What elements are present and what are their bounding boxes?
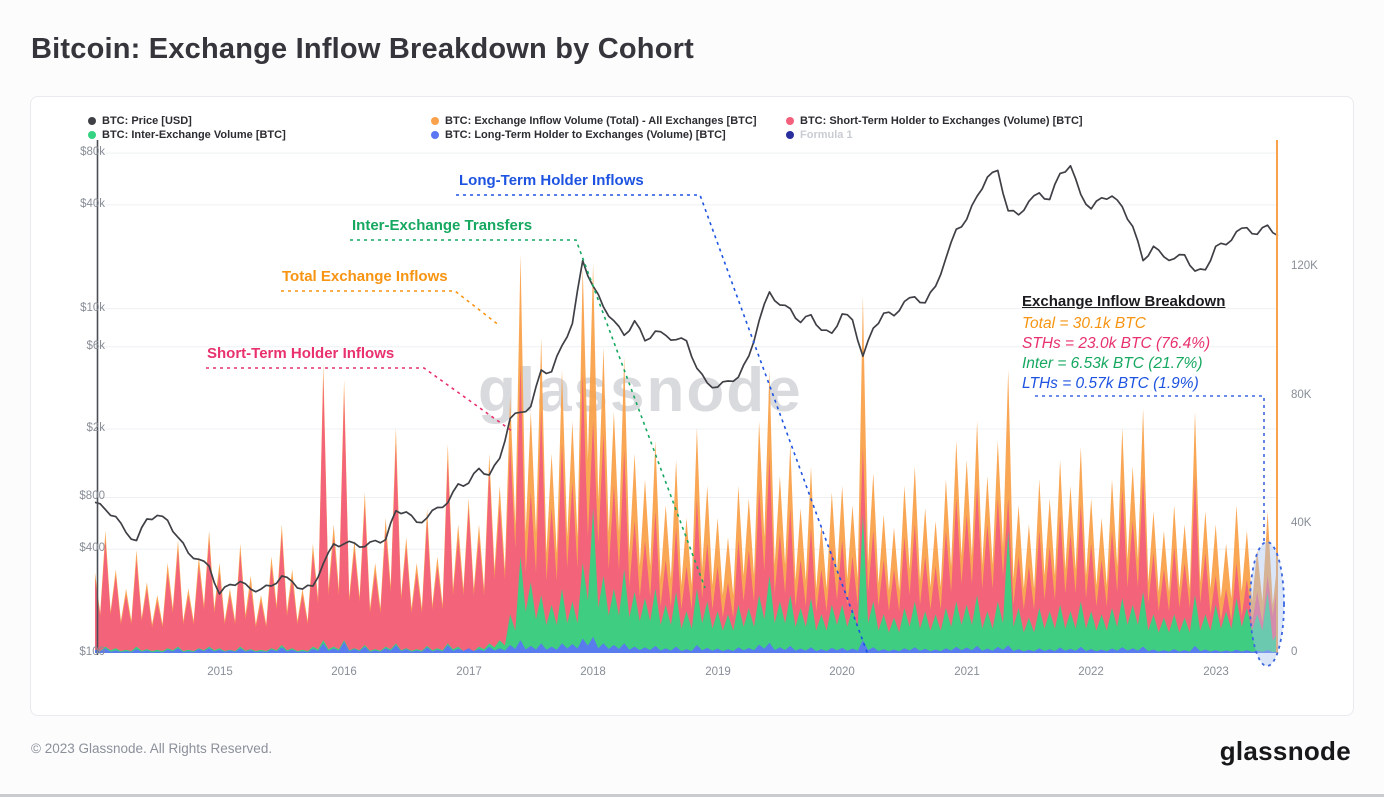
bottom-strip	[0, 794, 1384, 797]
legend-dot-inter-exchange	[88, 130, 96, 139]
y-axis-left-tick: $40k	[80, 198, 105, 210]
inter-connector	[350, 239, 706, 589]
legend-label: BTC: Price [USD]	[102, 114, 192, 127]
legend-label: BTC: Long-Term Holder to Exchanges (Volu…	[445, 128, 726, 141]
y-axis-right-tick: 120K	[1291, 260, 1318, 272]
legend-item-total-inflow[interactable]: BTC: Exchange Inflow Volume (Total) - Al…	[431, 114, 756, 127]
y-axis-left-tick: $6k	[86, 340, 105, 352]
area-inter	[95, 508, 1278, 653]
y-axis-left-tick: $100	[79, 646, 105, 658]
sth-connector	[206, 367, 513, 432]
x-axis-tick: 2021	[954, 666, 980, 678]
breakdown-sth: STHs = 23.0k BTC (76.4%)	[1022, 335, 1211, 352]
annotation-inter-exchange: Inter-Exchange Transfers	[352, 217, 533, 234]
legend-item-inter-exchange[interactable]: BTC: Inter-Exchange Volume [BTC]	[88, 128, 286, 141]
legend-label: Formula 1	[800, 128, 853, 141]
annotation-total-inflows: Total Exchange Inflows	[282, 268, 448, 285]
latest-data-highlight	[1249, 541, 1285, 667]
legend-label: BTC: Short-Term Holder to Exchanges (Vol…	[800, 114, 1083, 127]
legend-dot-formula-1	[786, 130, 794, 139]
legend-dot-price	[88, 116, 96, 125]
y-axis-left-tick: $80k	[80, 146, 105, 158]
copyright-text: © 2023 Glassnode. All Rights Reserved.	[31, 741, 273, 756]
y-axis-left-tick: $400	[79, 542, 105, 554]
y-axis-left-tick: $2k	[86, 422, 105, 434]
breakdown-title: Exchange Inflow Breakdown	[1022, 293, 1226, 310]
legend-item-lth-inflow[interactable]: BTC: Long-Term Holder to Exchanges (Volu…	[431, 128, 726, 141]
total-connector	[281, 290, 501, 327]
legend-label: BTC: Exchange Inflow Volume (Total) - Al…	[445, 114, 757, 127]
glassnode-logo: glassnode	[1219, 736, 1351, 766]
y-axis-right-tick: 40K	[1291, 517, 1312, 529]
x-axis-tick: 2018	[580, 666, 606, 678]
price-line	[94, 164, 1279, 595]
y-axis-right-tick: 80K	[1291, 389, 1312, 401]
legend-dot-lth-inflow	[431, 130, 439, 139]
x-axis-tick: 2022	[1078, 666, 1104, 678]
breakdown-lth: LTHs = 0.57k BTC (1.9%)	[1022, 375, 1199, 392]
y-axis-right-tick: 0	[1291, 646, 1298, 658]
breakdown-inter: Inter = 6.53k BTC (21.7%)	[1022, 355, 1203, 372]
x-axis-tick: 2020	[829, 666, 855, 678]
x-axis-tick: 2016	[331, 666, 357, 678]
legend-label: BTC: Inter-Exchange Volume [BTC]	[102, 128, 286, 141]
annotation-lth-inflows: Long-Term Holder Inflows	[459, 172, 644, 189]
y-axis-left-tick: $800	[79, 490, 105, 502]
legend-dot-total-inflow	[431, 116, 439, 125]
legend-item-price[interactable]: BTC: Price [USD]	[88, 114, 192, 127]
x-axis-tick: 2015	[207, 666, 233, 678]
page-title: Bitcoin: Exchange Inflow Breakdown by Co…	[31, 33, 694, 65]
x-axis-tick: 2023	[1203, 666, 1229, 678]
breakdown-callout: Exchange Inflow Breakdown Total = 30.1k …	[1022, 293, 1225, 394]
x-axis-tick: 2017	[456, 666, 482, 678]
legend-item-sth-inflow[interactable]: BTC: Short-Term Holder to Exchanges (Vol…	[786, 114, 1083, 127]
x-axis-tick: 2019	[705, 666, 731, 678]
annotation-sth-inflows: Short-Term Holder Inflows	[207, 345, 395, 362]
legend-item-formula-1[interactable]: Formula 1	[786, 128, 853, 141]
glassnode-watermark: glassnode	[478, 356, 803, 425]
area-sth	[95, 363, 1278, 653]
legend-dot-sth-inflow	[786, 116, 794, 125]
breakdown-total: Total = 30.1k BTC	[1022, 315, 1146, 332]
y-axis-left-tick: $10k	[80, 302, 105, 314]
area-lth	[95, 636, 1278, 653]
